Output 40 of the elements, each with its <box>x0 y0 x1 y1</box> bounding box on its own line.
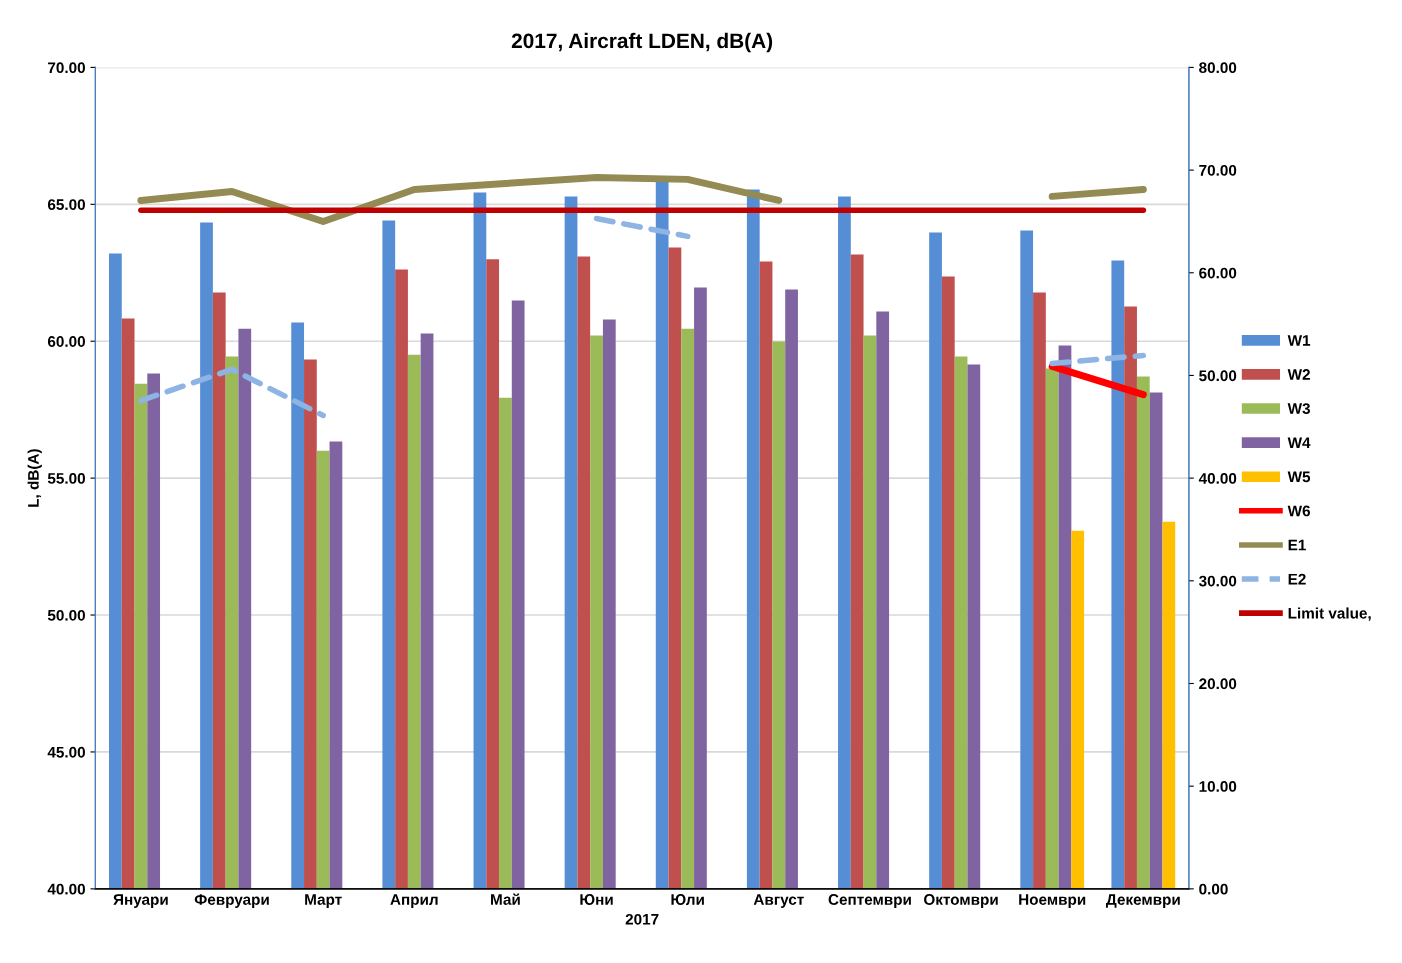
y2-tick-label: 60.00 <box>1199 267 1237 279</box>
x-tick-label: Май <box>491 893 520 905</box>
y2-tick-label: 50.00 <box>1199 370 1237 382</box>
y-tick-label: 60.00 <box>47 336 85 347</box>
y2-tick-label: 70.00 <box>1199 164 1237 176</box>
y2-tick-label: 10.00 <box>1199 781 1237 792</box>
y-axis-title: L, dB(A) <box>27 449 42 507</box>
y2-tick-label: 80.00 <box>1199 62 1237 74</box>
x-tick-label: Юли <box>671 894 704 905</box>
legend-label: W3 <box>1287 403 1310 415</box>
legend-label: Limit value, <box>1288 607 1371 621</box>
y-tick-label: 50.00 <box>47 609 85 621</box>
x-tick-label: Април <box>390 894 438 908</box>
x-tick-label: Ноември <box>1019 894 1086 908</box>
y-tick-label: 40.00 <box>47 883 85 895</box>
y2-tick-label: 40.00 <box>1198 473 1237 484</box>
chart-title: 2017, Aircraft LDEN, dB(A) <box>511 32 773 53</box>
y-tick-label: 65.00 <box>47 199 85 210</box>
y2-tick-label: 30.00 <box>1198 575 1237 587</box>
x-tick-label: Октомври <box>924 894 998 908</box>
legend-label: W4 <box>1287 437 1311 448</box>
x-tick-label: Септември <box>828 894 911 908</box>
x-tick-label: Февруари <box>194 894 269 908</box>
legend-label: W5 <box>1287 471 1311 483</box>
y2-tick-label: 0.00 <box>1199 883 1228 895</box>
y2-tick-label: 20.00 <box>1199 678 1237 690</box>
y-tick-label: 55.00 <box>47 473 85 484</box>
legend-label: W2 <box>1287 369 1310 380</box>
x-tick-label: Декември <box>1106 894 1180 908</box>
y-tick-label: 70.00 <box>48 62 85 74</box>
legend-label: E1 <box>1288 539 1306 551</box>
y-tick-label: 45.00 <box>47 746 85 758</box>
x-tick-label: Януари <box>113 894 168 908</box>
x-tick-label: Август <box>753 894 804 908</box>
legend-label: W1 <box>1287 335 1311 346</box>
legend-label: E2 <box>1288 573 1306 585</box>
x-tick-label: Юни <box>580 894 613 905</box>
x-tick-label: Март <box>305 894 342 908</box>
x-axis-title: 2017 <box>625 913 659 925</box>
legend-label: W6 <box>1287 505 1310 517</box>
